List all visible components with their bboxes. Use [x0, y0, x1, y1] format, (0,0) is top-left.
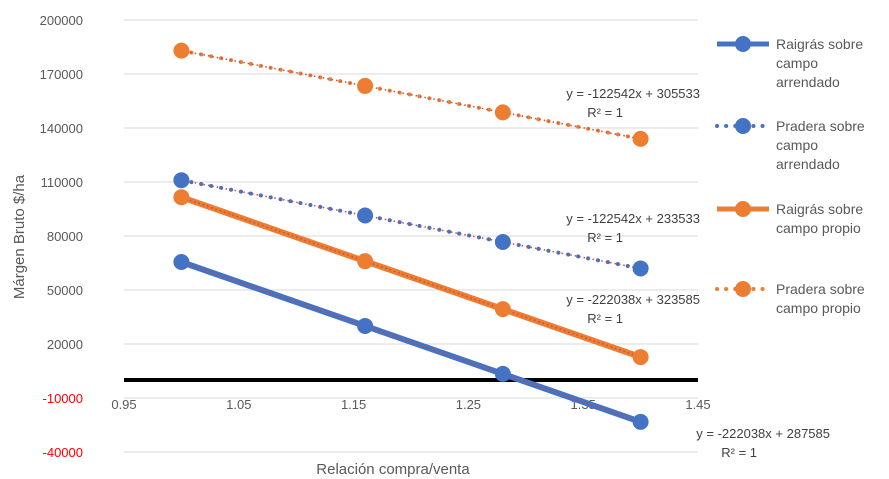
- y-tick-label: 50000: [47, 283, 83, 298]
- trendline-label-pradera-arrendado: y = -122542x + 233533 R² = 1: [566, 211, 700, 245]
- legend-item-raigras-propio: Raigrás sobre campo propio: [717, 201, 867, 236]
- data-point: [494, 104, 511, 121]
- legend-item-raigras-arrendado: Raigrás sobre campo arrendado: [717, 36, 867, 90]
- y-tick-label: 20000: [47, 337, 83, 352]
- data-point: [494, 365, 511, 382]
- series-1: [173, 172, 649, 277]
- data-point: [632, 260, 649, 277]
- data-point: [632, 349, 649, 366]
- data-point: [173, 172, 190, 189]
- y-tick-label: -40000: [43, 445, 83, 460]
- y-axis-title: Márgen Bruto $/ha: [11, 174, 28, 299]
- series-line: [178, 194, 644, 361]
- gridlines: [124, 19, 698, 453]
- x-tick-label: 1.25: [456, 397, 481, 412]
- legend-swatch-marker: [735, 118, 751, 134]
- legend-label: Raigrás sobre campo propio: [776, 201, 867, 236]
- r2-label: R² = 1: [587, 230, 623, 245]
- data-point: [494, 301, 511, 318]
- x-axis-title: Relación compra/venta: [316, 461, 470, 478]
- legend-label-line: campo: [776, 55, 818, 71]
- series-3: [173, 42, 649, 147]
- legend-swatch-marker: [735, 281, 751, 297]
- data-point: [357, 77, 374, 94]
- trendline: [181, 49, 641, 140]
- data-point: [173, 189, 190, 206]
- legend-label-line: campo: [776, 137, 818, 153]
- data-point: [357, 207, 374, 224]
- data-point: [632, 413, 649, 430]
- legend-label-line: campo propio: [776, 220, 861, 236]
- legend-item-pradera-propio: Pradera sobre campo propio: [715, 281, 869, 316]
- data-point: [357, 317, 374, 334]
- r2-label: R² = 1: [587, 311, 623, 326]
- series-layer: [173, 42, 649, 430]
- x-tick-label: 1.45: [685, 397, 710, 412]
- x-tick-label: 0.95: [111, 397, 136, 412]
- equation-label: y = -222038x + 287585: [696, 426, 830, 441]
- trendline: [181, 179, 641, 270]
- equation-label: y = -122542x + 305533: [566, 86, 700, 101]
- legend-swatch-marker: [735, 36, 751, 52]
- y-tick-label: 80000: [47, 229, 83, 244]
- y-tick-label: 110000: [41, 175, 83, 190]
- data-point: [173, 254, 190, 271]
- legend-label-line: Pradera sobre: [776, 281, 865, 297]
- data-point: [357, 253, 374, 270]
- series-2: [173, 189, 649, 366]
- equation-label: y = -122542x + 233533: [566, 211, 700, 226]
- x-axis-ticks: 0.95 1.05 1.15 1.25 1.35 1.45: [111, 397, 710, 412]
- legend: Raigrás sobre campo arrendado Pradera so…: [715, 36, 869, 316]
- x-tick-label: 1.05: [226, 397, 251, 412]
- legend-label-line: arrendado: [776, 74, 840, 90]
- legend-label-line: Raigrás sobre: [776, 201, 863, 217]
- legend-label: Pradera sobre campo propio: [776, 281, 869, 316]
- series-line: [178, 259, 644, 425]
- data-point: [173, 42, 190, 59]
- r2-label: R² = 1: [587, 105, 623, 120]
- y-tick-label: 170000: [40, 67, 83, 82]
- legend-swatch-marker: [735, 201, 751, 217]
- equation-label: y = -222038x + 323585: [566, 292, 700, 307]
- y-axis-ticks: 200000 170000 140000 110000 80000 50000 20000 -…: [40, 13, 83, 460]
- data-point: [494, 233, 511, 250]
- trendline-label-pradera-propio: y = -122542x + 305533 R² = 1: [566, 86, 700, 120]
- legend-label: Raigrás sobre campo arrendado: [776, 36, 867, 90]
- y-tick-label: 200000: [40, 13, 83, 28]
- trendline-label-raigras-arrendado: y = -222038x + 287585 R² = 1: [696, 426, 830, 460]
- x-tick-label: 1.15: [341, 397, 366, 412]
- y-tick-label: -10000: [43, 391, 83, 406]
- legend-label-line: Raigrás sobre: [776, 36, 863, 52]
- legend-label-line: Pradera sobre: [776, 118, 865, 134]
- legend-label-line: campo propio: [776, 300, 861, 316]
- legend-label-line: arrendado: [776, 156, 840, 172]
- r2-label: R² = 1: [721, 445, 757, 460]
- data-point: [632, 130, 649, 147]
- legend-label: Pradera sobre campo arrendado: [776, 118, 869, 172]
- trendline-label-raigras-propio: y = -222038x + 323585 R² = 1: [566, 292, 700, 326]
- series-0: [173, 254, 649, 430]
- y-tick-label: 140000: [40, 121, 83, 136]
- legend-item-pradera-arrendado: Pradera sobre campo arrendado: [715, 118, 869, 172]
